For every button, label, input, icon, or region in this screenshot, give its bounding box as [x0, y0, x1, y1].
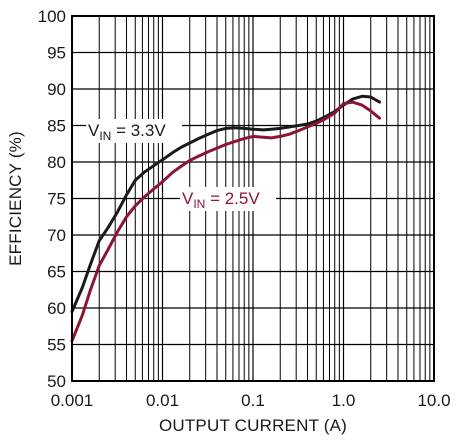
x-tick-label: 0.01: [146, 391, 179, 410]
series-label-1: VIN = 3.3V: [88, 121, 166, 143]
y-tick-label: 80: [47, 153, 66, 172]
y-tick-label: 60: [47, 299, 66, 318]
x-axis-title: OUTPUT CURRENT (A): [159, 416, 347, 435]
y-tick-labels: 50 55 60 65 70 75 80 85 90 95 100: [38, 7, 66, 391]
y-tick-label: 85: [47, 117, 66, 136]
y-tick-label: 55: [47, 336, 66, 355]
x-tick-label: 0.1: [241, 391, 265, 410]
y-axis-title: EFFICIENCY (%): [6, 131, 25, 266]
y-tick-label: 95: [47, 44, 66, 63]
series-line-2: [70, 100, 381, 343]
series-label-2: VIN = 2.5V: [182, 189, 260, 211]
y-tick-label: 75: [47, 190, 66, 209]
x-tick-label: 10.0: [417, 391, 450, 410]
x-tick-label: 1.0: [332, 391, 356, 410]
series-label-background: [180, 187, 276, 211]
y-tick-label: 70: [47, 226, 66, 245]
series-lines: [70, 94, 381, 343]
y-tick-label: 100: [38, 7, 66, 26]
y-tick-label: 50: [47, 372, 66, 391]
x-tick-labels: 0.001 0.01 0.1 1.0 10.0: [51, 391, 451, 410]
plot-frame: [71, 15, 435, 382]
y-tick-label: 65: [47, 263, 66, 282]
series-label-background: [86, 119, 182, 143]
series-labels: VIN = 3.3V VIN = 2.5V: [86, 119, 276, 211]
x-tick-label: 0.001: [51, 391, 94, 410]
y-tick-label: 90: [47, 80, 66, 99]
series-line-1: [70, 94, 381, 314]
